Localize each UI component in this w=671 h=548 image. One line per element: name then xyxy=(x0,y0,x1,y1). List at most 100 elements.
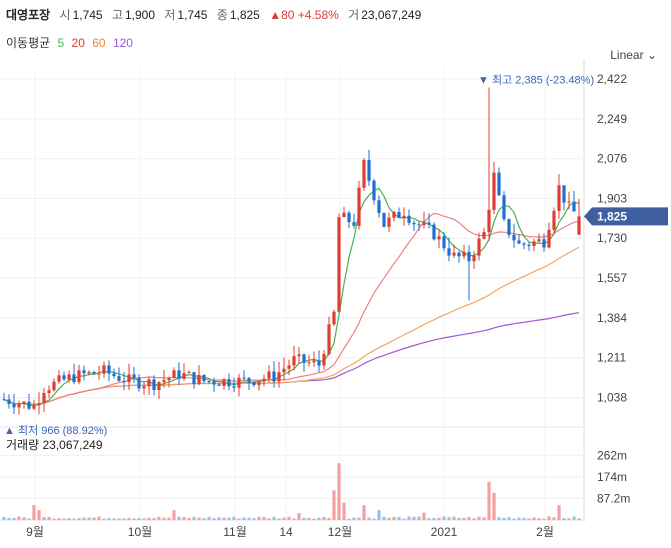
max-annotation: ▼ 최고 2,385 (-23.48%) xyxy=(478,74,594,87)
scale-label: Linear xyxy=(610,48,644,62)
candle-body xyxy=(532,241,536,246)
close-value: 1,825 xyxy=(229,8,260,22)
candle-body xyxy=(437,236,441,240)
ma20-legend[interactable]: 20 xyxy=(71,36,85,50)
volume-bar xyxy=(142,518,146,520)
candle-body xyxy=(337,217,341,312)
volume-bar xyxy=(387,517,391,520)
candle-body xyxy=(497,172,501,196)
volume-bar xyxy=(452,516,456,520)
y-tick-label: 1,903 xyxy=(597,191,627,205)
candle-body xyxy=(172,370,176,379)
candle-body xyxy=(492,172,496,210)
y-tick-label: 1,211 xyxy=(597,351,626,365)
volume-bar xyxy=(447,517,451,520)
volume-bar xyxy=(577,518,581,520)
low-value: 1,745 xyxy=(177,8,208,22)
candle-body xyxy=(507,219,511,235)
volume-bar xyxy=(92,517,96,520)
candle-body xyxy=(157,382,161,390)
candle-body xyxy=(342,212,346,218)
candle-body xyxy=(47,390,51,394)
volume-bar xyxy=(147,517,151,520)
volume-bar xyxy=(457,517,461,520)
candle-body xyxy=(522,243,526,245)
candle-body xyxy=(307,362,311,364)
moving-average-legend: 이동평균 5 20 60 120 xyxy=(6,34,137,51)
candle-body xyxy=(412,222,416,225)
volume-bar xyxy=(402,518,406,520)
volume-bar xyxy=(437,517,441,520)
open-label: 시 xyxy=(59,8,71,22)
volume-bar xyxy=(417,516,421,520)
candle-body xyxy=(187,372,191,374)
volume-bar xyxy=(257,516,261,520)
candle-body xyxy=(472,255,476,262)
candle-body xyxy=(422,222,426,226)
ma5-legend[interactable]: 5 xyxy=(57,36,65,50)
volume-bar xyxy=(562,518,566,520)
high-value: 1,900 xyxy=(124,8,156,22)
candle-body xyxy=(517,240,521,244)
volume-panel xyxy=(0,432,584,520)
candle-body xyxy=(512,234,516,241)
candle-body xyxy=(372,180,376,201)
candle-body xyxy=(272,371,276,382)
volume-bar xyxy=(327,517,331,520)
candle-body xyxy=(107,365,111,374)
volume-bar xyxy=(117,518,121,520)
candle-body xyxy=(182,373,186,379)
candle-body xyxy=(242,377,246,379)
volume-bar xyxy=(347,518,351,520)
candle-body xyxy=(367,160,371,181)
ma120-legend[interactable]: 120 xyxy=(112,36,133,50)
volume-bar xyxy=(252,518,256,520)
volume-bar xyxy=(542,518,546,520)
candle-body xyxy=(87,371,91,374)
candle-body xyxy=(7,399,11,404)
candle-body xyxy=(292,356,296,366)
x-tick-label: 2021 xyxy=(431,525,458,539)
candle-body xyxy=(227,379,231,387)
candle-body xyxy=(487,209,491,233)
volume-bar xyxy=(232,516,236,520)
scale-dropdown[interactable]: Linear ⌄ xyxy=(610,48,657,62)
candle-body xyxy=(192,372,196,384)
candle-body xyxy=(202,374,206,381)
volume-bar xyxy=(222,517,226,520)
candle-body xyxy=(27,401,31,409)
stock-name: 대영포장 xyxy=(6,8,51,22)
volume-bar xyxy=(487,481,491,520)
volume-bar xyxy=(302,517,306,520)
candle-body xyxy=(92,371,96,374)
candle-body xyxy=(547,229,551,248)
candle-body xyxy=(387,217,391,227)
high-label: 고 xyxy=(111,8,123,22)
volume-bar xyxy=(217,517,221,520)
volume-bar xyxy=(262,517,266,520)
candle-body xyxy=(417,224,421,226)
candle-body xyxy=(77,370,81,383)
low-label: 저 xyxy=(164,8,176,22)
volume-value: 23,067,249 xyxy=(361,8,422,22)
volume-bar xyxy=(502,517,506,520)
volume-bar xyxy=(517,517,521,520)
candle-body xyxy=(402,215,406,218)
volume-bar xyxy=(552,517,556,520)
candle-body xyxy=(102,365,106,374)
volume-label: 거 xyxy=(348,8,360,22)
volume-bar xyxy=(572,516,576,520)
volume-bar xyxy=(207,516,211,520)
current-price-label: 1,825 xyxy=(597,209,627,223)
ma60-legend[interactable]: 60 xyxy=(92,36,106,50)
volume-bar xyxy=(482,517,486,520)
candle-body xyxy=(397,212,401,218)
chevron-down-icon: ⌄ xyxy=(646,48,657,62)
x-tick-label: 12월 xyxy=(328,525,352,539)
candle-body xyxy=(147,379,151,387)
volume-bar xyxy=(292,518,296,520)
volume-bar xyxy=(307,518,311,520)
volume-total: 23,067,249 xyxy=(42,438,103,452)
volume-bar xyxy=(397,516,401,520)
